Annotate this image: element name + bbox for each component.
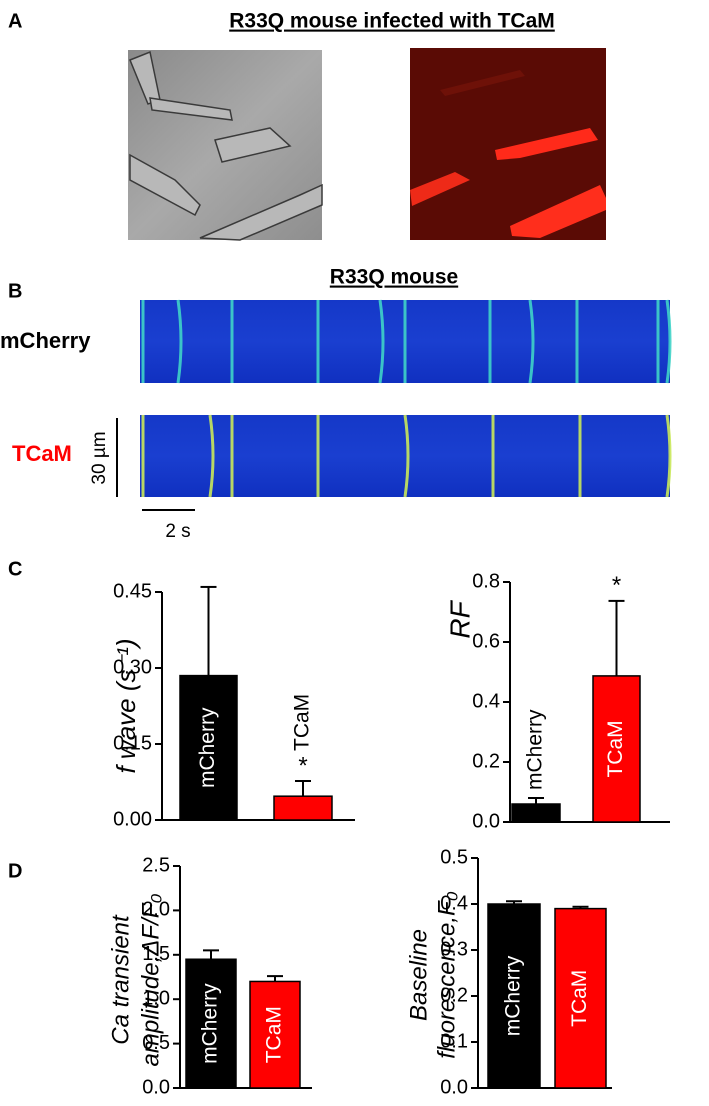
category-label: TCaM bbox=[568, 970, 591, 1027]
y-tick-label: 0.15 bbox=[113, 732, 152, 754]
y-tick-label: 2.5 bbox=[142, 854, 170, 876]
fluorescence-image bbox=[410, 48, 606, 240]
bar bbox=[249, 980, 301, 1089]
bar bbox=[185, 958, 237, 1089]
wave-front bbox=[208, 414, 215, 498]
panel-label: B bbox=[8, 280, 22, 302]
category-label: TCaM bbox=[291, 694, 314, 751]
wave-front bbox=[665, 414, 672, 498]
y-tick-label: 0.5 bbox=[440, 846, 468, 868]
row-label: TCaM bbox=[12, 441, 72, 466]
bar bbox=[179, 674, 238, 821]
y-tick-label: 0.45 bbox=[113, 580, 152, 602]
y-axis-label: f wave (s⁻¹) bbox=[111, 638, 141, 773]
y-tick-label: 0.3 bbox=[440, 938, 468, 960]
y-tick-label: 0.00 bbox=[113, 808, 152, 830]
y-axis-label: fluorescence,F₀ bbox=[433, 891, 460, 1059]
y-axis-label: RF bbox=[444, 599, 475, 638]
y-tick-label: 0.4 bbox=[440, 892, 468, 914]
category-label: mCherry bbox=[524, 709, 547, 790]
y-tick-label: 0.5 bbox=[142, 1032, 170, 1054]
category-label: TCaM bbox=[604, 720, 627, 777]
scale-label: 2 s bbox=[165, 521, 190, 542]
wave-front bbox=[403, 414, 410, 498]
linescan-image bbox=[140, 415, 670, 497]
row-label: mCherry bbox=[0, 328, 91, 353]
y-tick-label: 0.8 bbox=[472, 570, 500, 592]
y-tick-label: 0.6 bbox=[472, 630, 500, 652]
category-label: mCherry bbox=[199, 983, 222, 1064]
panel-label: C bbox=[8, 558, 22, 580]
y-tick-label: 0.0 bbox=[142, 1076, 170, 1098]
y-tick-label: 1.5 bbox=[142, 943, 170, 965]
scale-label: 30 µm bbox=[89, 431, 110, 484]
bar bbox=[273, 795, 333, 821]
category-label: mCherry bbox=[502, 955, 525, 1036]
category-label: mCherry bbox=[196, 707, 219, 788]
y-tick-label: 0.0 bbox=[440, 1076, 468, 1098]
bar bbox=[511, 803, 561, 823]
wave-front bbox=[378, 299, 385, 384]
y-axis-label: amplitude,ΔF/F₀ bbox=[137, 894, 164, 1067]
y-tick-label: 0.0 bbox=[472, 810, 500, 832]
wave-front bbox=[176, 299, 183, 384]
y-tick-label: 2.0 bbox=[142, 899, 170, 921]
panel-title: R33Q mouse infected with TCaM bbox=[229, 10, 555, 33]
y-tick-label: 0.1 bbox=[440, 1030, 468, 1052]
y-tick-label: 0.2 bbox=[440, 984, 468, 1006]
bar bbox=[487, 903, 541, 1089]
y-tick-label: 1.0 bbox=[142, 987, 170, 1009]
y-tick-label: 0.30 bbox=[113, 656, 152, 678]
y-axis-label: Baseline bbox=[405, 929, 432, 1021]
significance-mark: * bbox=[612, 572, 621, 599]
bar bbox=[592, 675, 641, 823]
bar bbox=[554, 907, 607, 1089]
y-axis-label: Ca transient bbox=[107, 914, 134, 1045]
panel-label: A bbox=[8, 10, 22, 32]
y-tick-label: 0.2 bbox=[472, 750, 500, 772]
calcium-waves bbox=[141, 299, 672, 498]
wave-front bbox=[528, 299, 535, 384]
wave-front bbox=[665, 299, 672, 384]
brightfield-image bbox=[128, 50, 323, 241]
category-label: TCaM bbox=[263, 1006, 286, 1063]
panel-label: D bbox=[8, 860, 22, 882]
panel-title: R33Q mouse bbox=[330, 266, 458, 289]
significance-mark: * bbox=[298, 752, 307, 779]
y-tick-label: 0.4 bbox=[472, 690, 500, 712]
